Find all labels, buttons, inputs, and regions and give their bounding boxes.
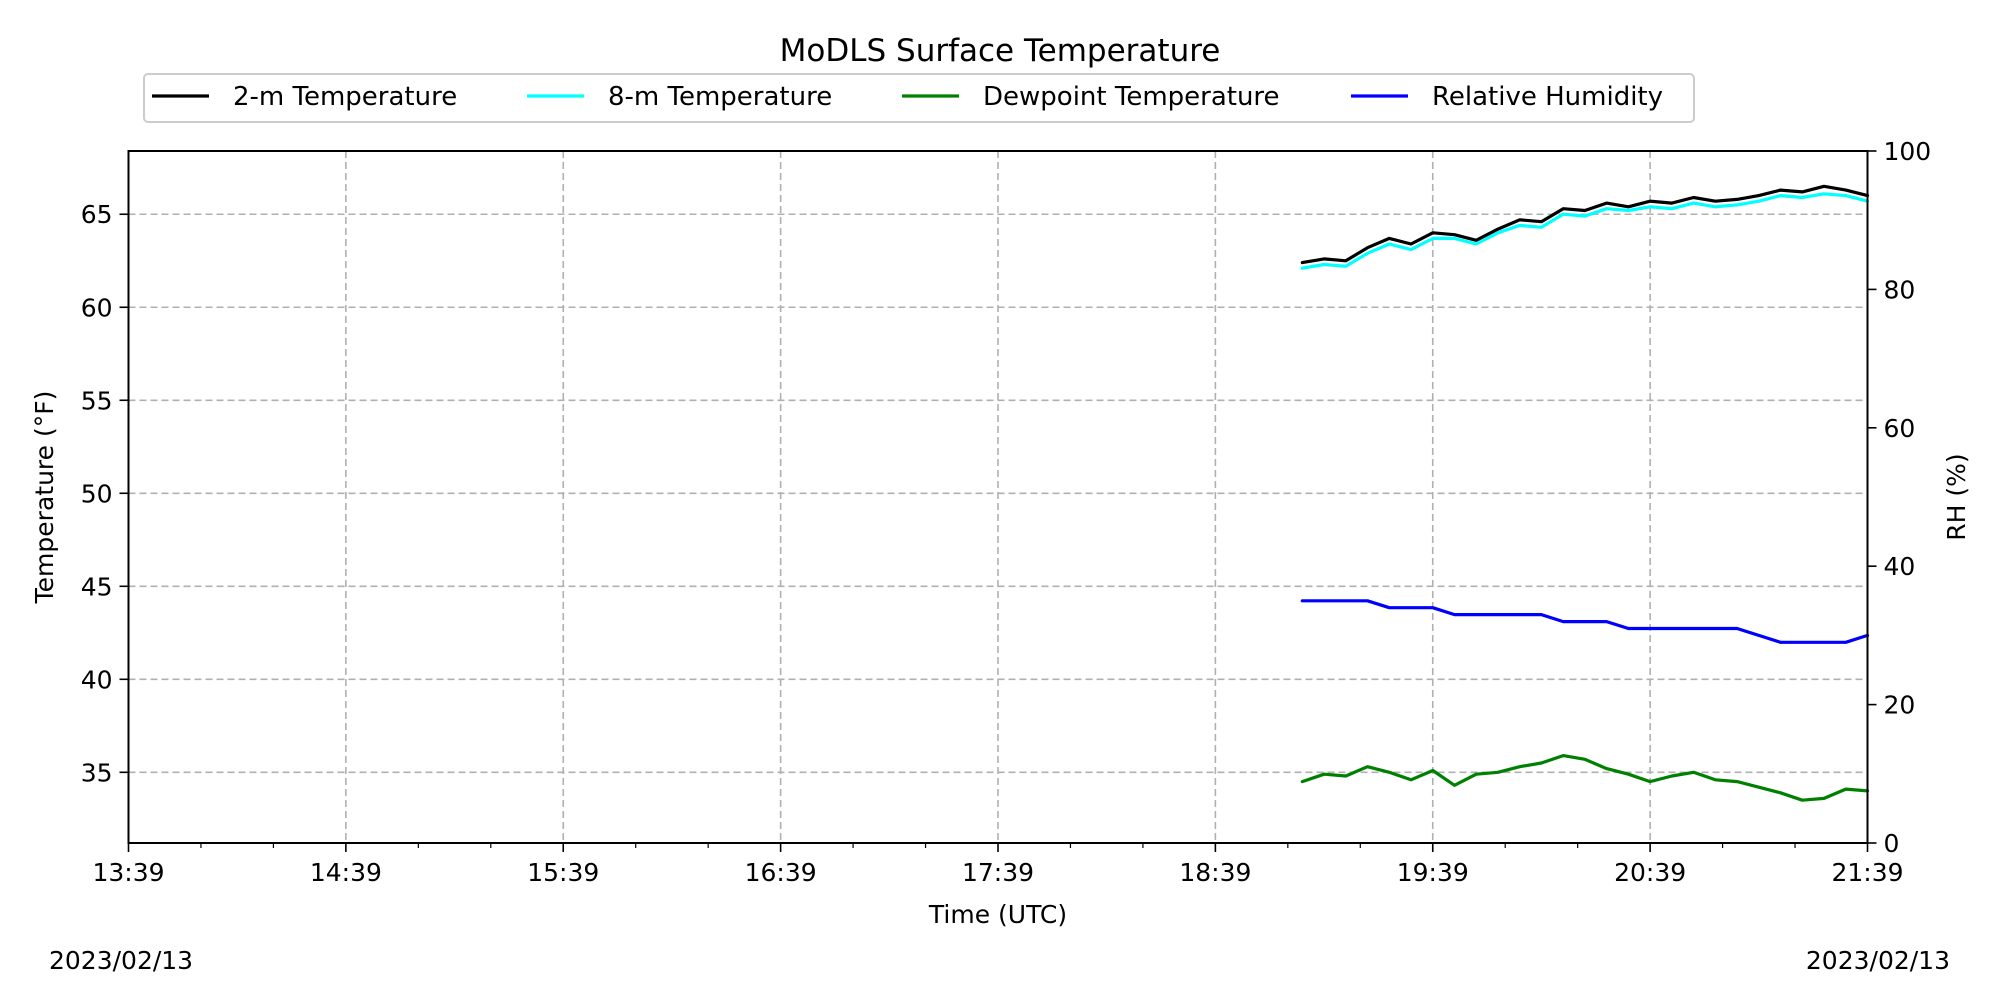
y-axis-left: 35 40 45 50 55 60 65 bbox=[81, 200, 129, 787]
series-line-8-m-temperature bbox=[1300, 192, 1870, 270]
y2-axis-label: RH (%) bbox=[1942, 453, 1971, 540]
y-tick-label: 45 bbox=[81, 572, 113, 601]
y-axis-right: 0 20 40 60 80 100 bbox=[1867, 137, 1932, 858]
y2-tick-label: 40 bbox=[1884, 552, 1916, 581]
x-tick-label: 18:39 bbox=[1179, 858, 1251, 887]
y2-tick-label: 80 bbox=[1884, 275, 1916, 304]
series-line-relative-humidity bbox=[1300, 599, 1870, 644]
series-line-2-m-temperature bbox=[1300, 184, 1870, 265]
x-tick-label: 19:39 bbox=[1397, 858, 1469, 887]
x-tick-label: 15:39 bbox=[527, 858, 599, 887]
legend-label-relative-humidity: Relative Humidity bbox=[1432, 82, 1663, 112]
y2-tick-label: 0 bbox=[1884, 829, 1900, 858]
x-tick-label: 20:39 bbox=[1614, 858, 1686, 887]
x-axis-label: Time (UTC) bbox=[928, 900, 1067, 929]
chart-title: MoDLS Surface Temperature bbox=[780, 33, 1221, 69]
legend-label-2-m-temperature: 2-m Temperature bbox=[233, 82, 457, 112]
y2-tick-label: 100 bbox=[1884, 137, 1932, 166]
x-tick-label: 13:39 bbox=[92, 858, 164, 887]
x-tick-label: 17:39 bbox=[962, 858, 1034, 887]
legend: 2-m Temperature 8-m Temperature Dewpoint T… bbox=[143, 73, 1695, 123]
grid bbox=[128, 151, 1868, 843]
y-tick-label: 55 bbox=[81, 386, 113, 415]
legend-frame bbox=[143, 73, 1695, 123]
y-tick-label: 65 bbox=[81, 200, 113, 229]
date-end: 2023/02/13 bbox=[1806, 946, 1950, 975]
y-tick-label: 50 bbox=[81, 479, 113, 508]
legend-label-dewpoint-temperature: Dewpoint Temperature bbox=[983, 82, 1280, 112]
y2-tick-label: 60 bbox=[1884, 414, 1916, 443]
y-tick-label: 35 bbox=[81, 758, 113, 787]
series-lines bbox=[1300, 184, 1870, 802]
y-axis-label: Temperature (°F) bbox=[30, 391, 59, 605]
y-tick-label: 60 bbox=[81, 293, 113, 322]
x-tick-label: 21:39 bbox=[1831, 858, 1903, 887]
y2-tick-label: 20 bbox=[1884, 691, 1916, 720]
legend-label-8-m-temperature: 8-m Temperature bbox=[608, 82, 832, 112]
x-tick-label: 14:39 bbox=[310, 858, 382, 887]
x-axis: 13:39 14:39 15:39 16:39 17:39 18:39 19:39 20:39… bbox=[92, 843, 1904, 887]
y-tick-label: 40 bbox=[81, 665, 113, 694]
x-tick-label: 16:39 bbox=[745, 858, 817, 887]
series-line-dewpoint-temperature bbox=[1300, 753, 1870, 802]
date-start: 2023/02/13 bbox=[49, 946, 193, 975]
